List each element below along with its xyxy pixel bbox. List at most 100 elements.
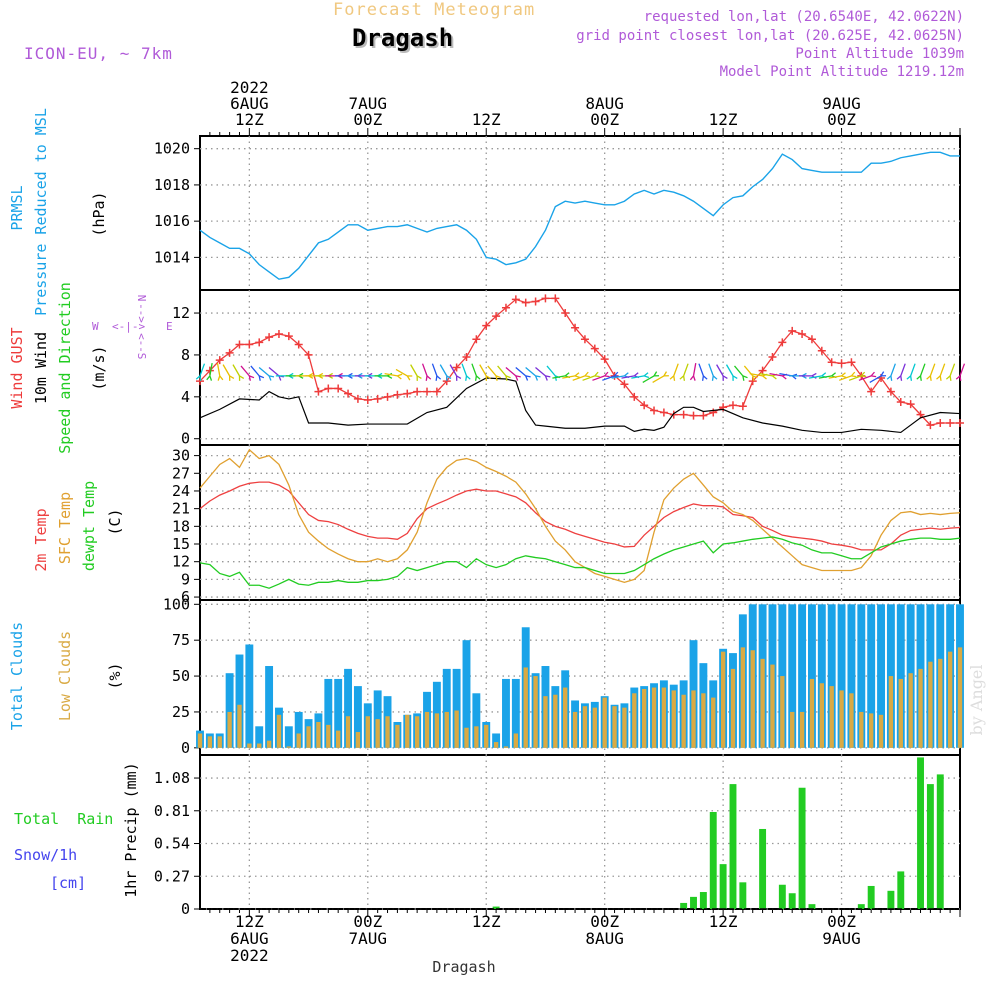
total-cloud-bar bbox=[265, 666, 274, 748]
wind-label-2: 10m Wind bbox=[32, 332, 50, 404]
requested-coordinates: requested lon,lat (20.6540E, 42.0622N) bbox=[643, 9, 964, 25]
cloud-unit: (%) bbox=[106, 662, 124, 689]
temp-sfc-line bbox=[199, 448, 961, 583]
y-tick-label: 0 bbox=[181, 430, 190, 448]
wind-direction-arrow bbox=[716, 364, 724, 377]
y-tick-label: 18 bbox=[172, 517, 190, 535]
wind-speed-line bbox=[199, 377, 961, 434]
wind-direction-arrow bbox=[939, 363, 946, 377]
wind-direction-arrowhead bbox=[742, 375, 748, 381]
wind-gust-marker bbox=[383, 392, 392, 401]
wind-gust-marker bbox=[531, 297, 540, 306]
rain-bar bbox=[897, 871, 905, 909]
low-cloud-bar bbox=[227, 711, 232, 748]
wind-gust-marker bbox=[284, 332, 293, 341]
wind-direction-arrowhead bbox=[896, 375, 903, 381]
low-cloud-bar bbox=[780, 676, 785, 748]
wind-direction-arrow bbox=[949, 363, 956, 377]
wind-gust-marker bbox=[571, 323, 580, 332]
wind-direction-arrow bbox=[232, 364, 241, 377]
wind-direction-arrowhead bbox=[574, 372, 581, 379]
low-cloud-bar bbox=[266, 740, 272, 748]
low-cloud-bar bbox=[464, 727, 469, 748]
panel-frames bbox=[199, 135, 961, 910]
low-cloud-bar bbox=[424, 711, 430, 748]
wind-direction-arrowhead bbox=[689, 375, 696, 381]
low-cloud-bar bbox=[296, 733, 301, 748]
watermark: by Angel bbox=[967, 664, 986, 735]
temp-label-2: SFC Temp bbox=[56, 492, 74, 564]
low-cloud-bar bbox=[878, 714, 884, 748]
y-tick-label: 21 bbox=[172, 500, 190, 518]
top-time-label: 8AUG bbox=[585, 94, 624, 113]
wind-gust-marker bbox=[403, 389, 412, 398]
low-cloud-bar bbox=[809, 678, 815, 748]
wind-gust-marker bbox=[837, 359, 846, 368]
y-tick-label: 1016 bbox=[154, 212, 190, 230]
wind-direction-arrowhead bbox=[505, 375, 511, 381]
wind-direction-arrow bbox=[919, 363, 926, 377]
wind-direction-arrow bbox=[505, 367, 517, 377]
wind-gust-marker bbox=[906, 400, 915, 409]
wind-gust-marker bbox=[255, 338, 264, 347]
low-cloud-bar bbox=[691, 690, 696, 748]
precip-labels: Total Rain Snow/1h [cm] 1hr Precip (mm) bbox=[14, 762, 140, 897]
bottom-time-label: 00Z bbox=[590, 912, 619, 931]
low-cloud-bar bbox=[701, 693, 706, 748]
wind-direction-arrowhead bbox=[880, 371, 887, 377]
wind-gust-marker bbox=[689, 411, 698, 420]
rain-bar bbox=[690, 896, 697, 909]
grid-point-coordinates: grid point closest lon,lat (20.625E, 42.… bbox=[576, 28, 964, 44]
bottom-time-label: 8AUG bbox=[585, 929, 624, 948]
wind-gust-marker bbox=[758, 366, 767, 375]
y-tick-label: 75 bbox=[172, 631, 190, 649]
wind-gust-marker bbox=[215, 356, 224, 365]
wind-gust-marker bbox=[738, 402, 747, 411]
wind-direction-arrow bbox=[552, 375, 566, 379]
wind-direction-arrow bbox=[439, 364, 448, 377]
wind-direction-arrow bbox=[828, 375, 842, 379]
wind-direction-arrowhead bbox=[752, 375, 758, 381]
wind-gust-marker bbox=[807, 335, 816, 344]
wind-direction-arrowhead bbox=[669, 375, 676, 381]
wind-direction-arrow bbox=[471, 363, 477, 377]
compass-east: E bbox=[166, 320, 173, 333]
low-cloud-bar bbox=[592, 707, 597, 748]
low-cloud-bar bbox=[612, 706, 617, 748]
wind-gust-marker bbox=[827, 358, 836, 367]
y-tick-label: 27 bbox=[172, 464, 190, 482]
top-time-label: 12Z bbox=[235, 110, 264, 129]
low-cloud-bar bbox=[414, 716, 420, 748]
rain-bar bbox=[699, 892, 707, 909]
low-cloud-bar bbox=[345, 716, 351, 748]
wind-gust-marker bbox=[817, 346, 826, 355]
wind-direction-arrowhead bbox=[679, 375, 686, 381]
wind-direction-arrowhead bbox=[425, 375, 432, 381]
wind-direction-arrow bbox=[769, 372, 783, 377]
wind-gust-marker bbox=[798, 329, 807, 338]
low-cloud-bar bbox=[839, 690, 844, 748]
wind-gust-marker bbox=[847, 358, 856, 367]
total-cloud-bar bbox=[511, 678, 520, 748]
wind-gust-marker bbox=[788, 326, 797, 335]
wind-direction-arrow bbox=[497, 365, 507, 377]
wind-direction-arrowhead bbox=[396, 373, 403, 380]
rain-bar bbox=[788, 893, 796, 909]
low-cloud-bar bbox=[484, 724, 489, 748]
wind-direction-arrow bbox=[808, 375, 822, 379]
bottom-time-label: 12Z bbox=[709, 912, 738, 931]
wind-direction-arrowhead bbox=[238, 375, 245, 381]
wind-gust-marker bbox=[274, 329, 283, 338]
top-time-label: 2022 bbox=[230, 78, 269, 97]
wind-gust-marker bbox=[620, 380, 629, 389]
wind-direction-arrow bbox=[848, 375, 862, 381]
wind-direction-arrow bbox=[759, 372, 773, 377]
temp-unit: (C) bbox=[106, 508, 124, 535]
wind-gust-marker bbox=[886, 387, 895, 396]
total-cloud-bar bbox=[798, 604, 807, 748]
wind-gust-marker bbox=[521, 298, 530, 307]
total-cloud-bar bbox=[353, 686, 362, 748]
temp-panel-frame bbox=[199, 444, 961, 601]
location-title: Dragash bbox=[352, 24, 454, 52]
